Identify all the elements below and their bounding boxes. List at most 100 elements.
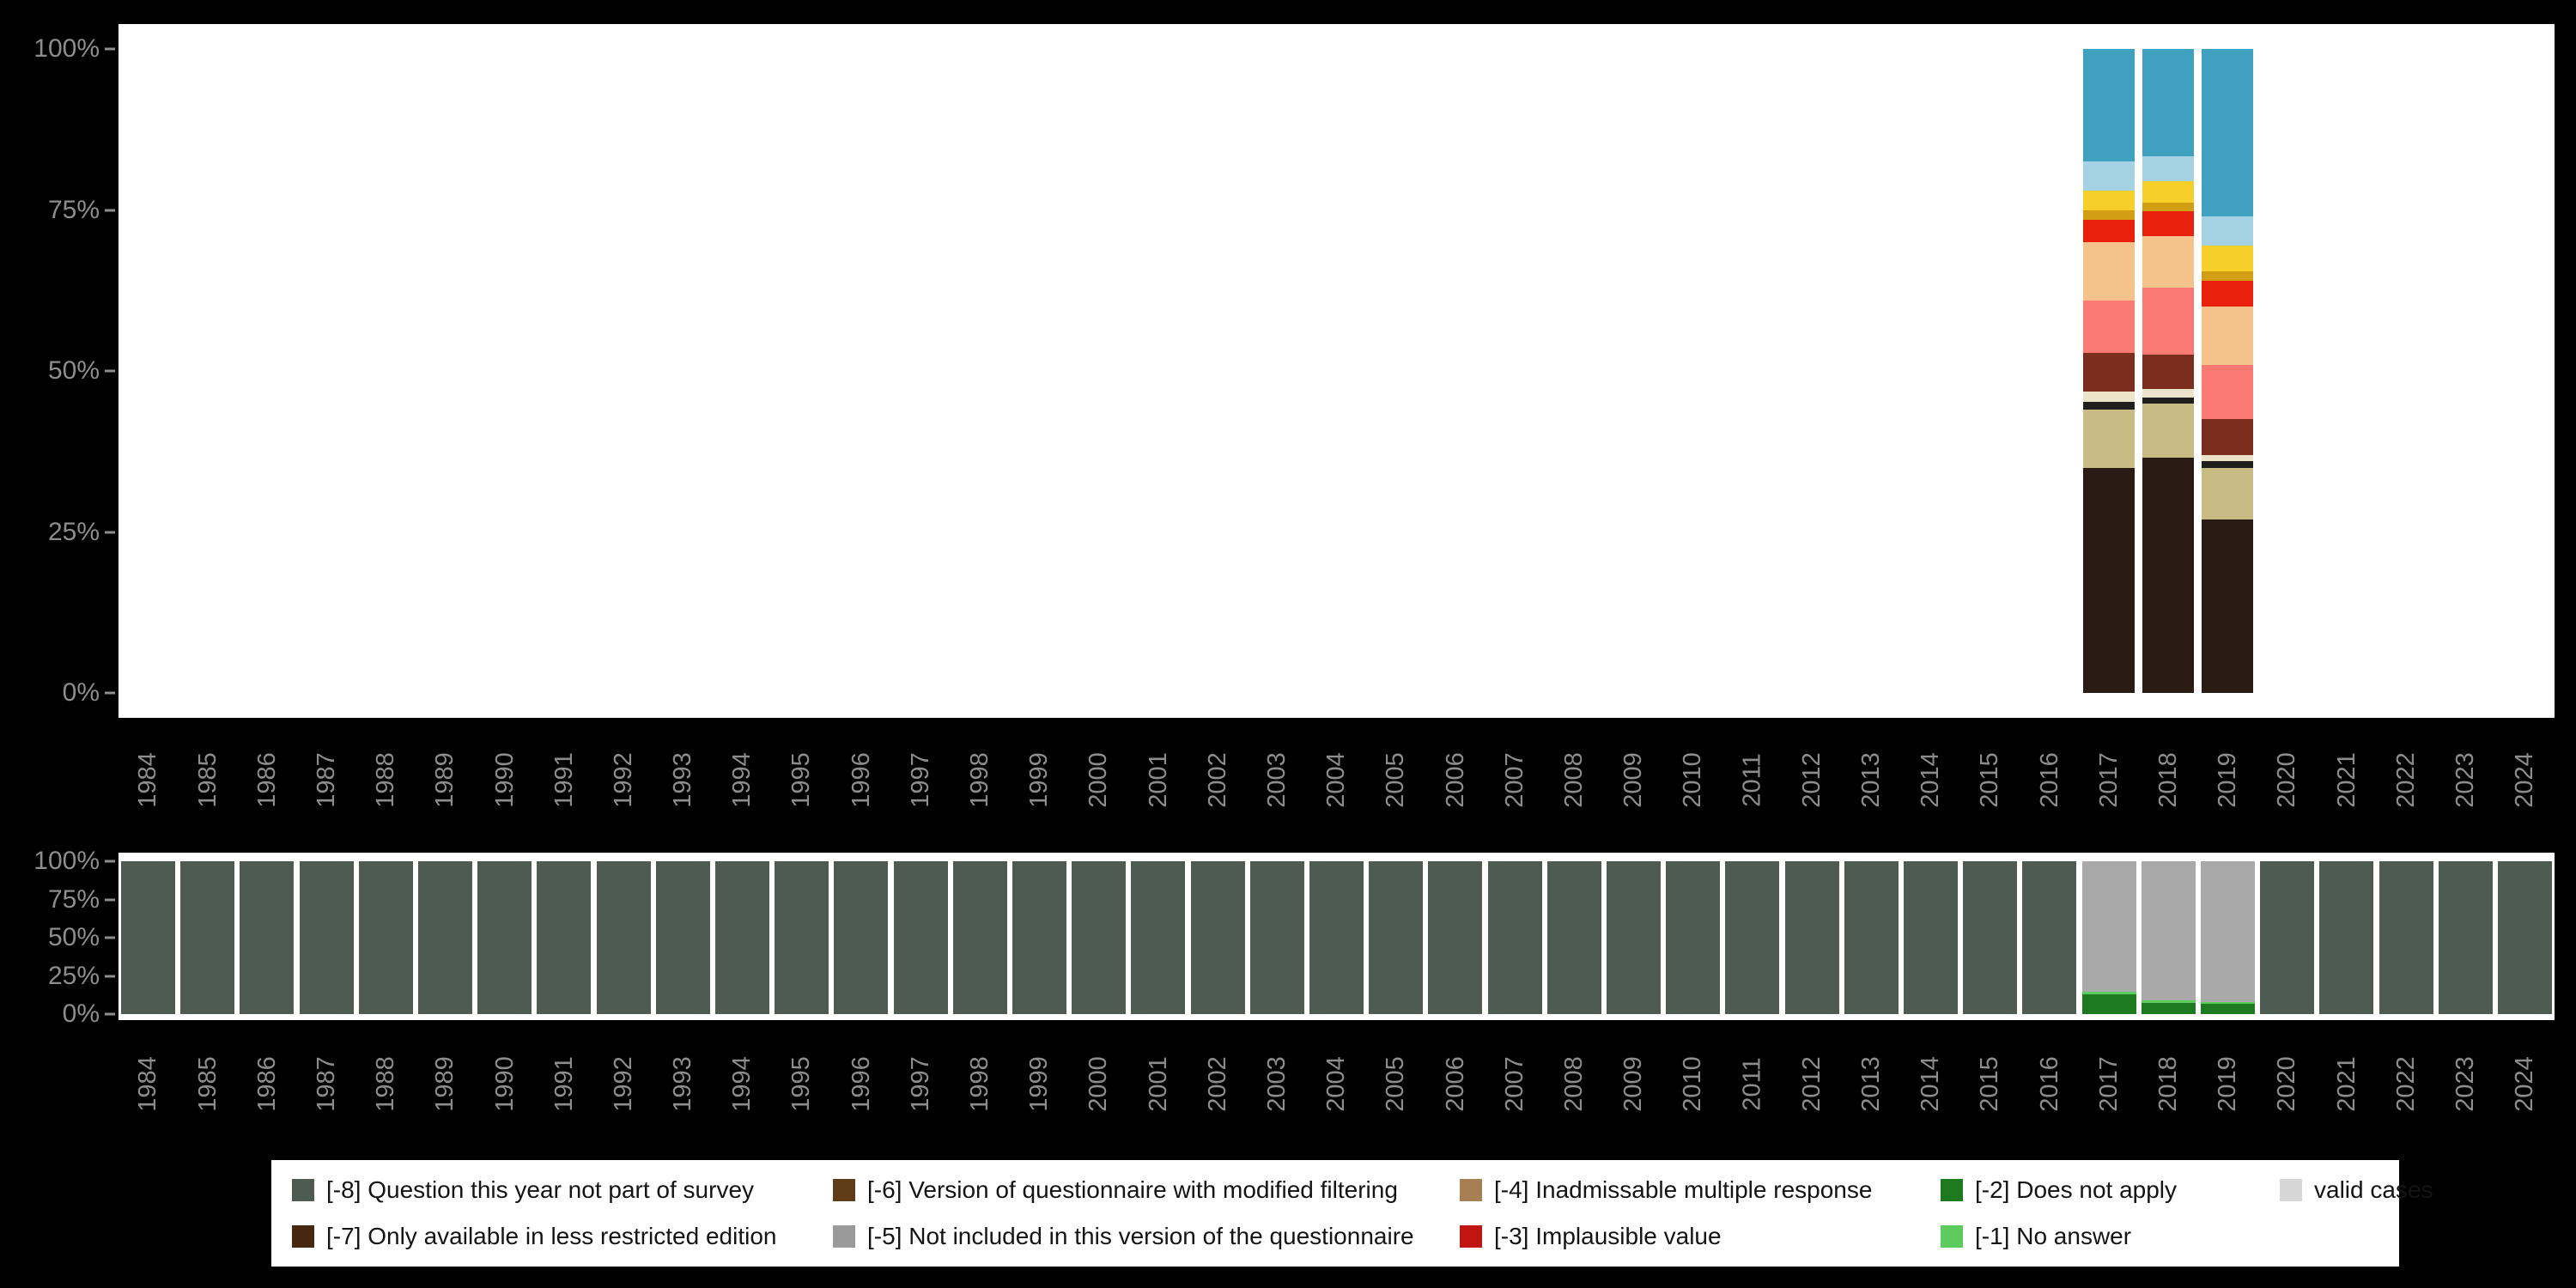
y-tick-label: 0% xyxy=(62,678,100,707)
legend-item--1: [-1] No answer xyxy=(1941,1223,2280,1250)
segment--8 xyxy=(1309,861,1364,1014)
year-bar-2004 xyxy=(1309,861,1364,1014)
x-tick-label-1991: 1991 xyxy=(534,1032,594,1135)
x-tick-label-2015: 2015 xyxy=(1960,1032,2020,1135)
year-text: 2000 xyxy=(1084,751,1113,808)
year-bar-2000 xyxy=(1072,861,1127,1014)
year-text: 2023 xyxy=(2451,1055,2479,1112)
year-text: 2002 xyxy=(1203,1055,1231,1112)
year-text: 2015 xyxy=(1976,1055,2004,1112)
x-tick-label-2007: 2007 xyxy=(1485,1032,1545,1135)
segment--8 xyxy=(1249,861,1304,1014)
year-bar-2020 xyxy=(2260,861,2315,1014)
segment--8 xyxy=(1963,861,2018,1014)
x-tick-label-1998: 1998 xyxy=(950,728,1010,831)
x-tick-label-2017: 2017 xyxy=(2079,728,2139,831)
year-text: 2017 xyxy=(2094,1055,2123,1112)
segment xyxy=(2083,219,2136,242)
segment xyxy=(2142,389,2195,398)
legend-label: [-5] Not included in this version of the… xyxy=(867,1223,1414,1249)
year-text: 1991 xyxy=(550,751,578,808)
segment--8 xyxy=(537,861,592,1014)
year-bar-2013 xyxy=(1844,861,1899,1014)
year-text: 2019 xyxy=(2213,1055,2241,1112)
x-tick-label-2000: 2000 xyxy=(1069,728,1129,831)
year-text: 1986 xyxy=(252,1055,281,1112)
x-tick-label-1993: 1993 xyxy=(653,1032,713,1135)
year-text: 1995 xyxy=(787,1055,816,1112)
segment--8 xyxy=(1784,861,1839,1014)
segment xyxy=(2202,245,2254,271)
year-bar-2009 xyxy=(1606,861,1661,1014)
x-tick-label-1995: 1995 xyxy=(772,1032,832,1135)
year-bar-1986 xyxy=(240,861,295,1014)
year-text: 2016 xyxy=(2035,1055,2063,1112)
segment--8 xyxy=(775,861,829,1014)
x-tick-label-1985: 1985 xyxy=(178,728,238,831)
segment xyxy=(2083,161,2136,191)
x-tick-label-1994: 1994 xyxy=(713,728,773,831)
segment--8 xyxy=(1844,861,1899,1014)
segment xyxy=(2083,210,2136,220)
y-tick-label: 100% xyxy=(33,847,100,875)
y-tick-mark xyxy=(105,47,115,51)
y-tick-label: 75% xyxy=(47,884,100,914)
legend-item--7: [-7] Only available in less restricted e… xyxy=(292,1223,833,1250)
year-bar-2022 xyxy=(2379,861,2433,1014)
year-text: 1988 xyxy=(371,1055,399,1112)
x-tick-label-2022: 2022 xyxy=(2376,1032,2436,1135)
year-text: 2014 xyxy=(1916,751,1944,808)
year-text: 1999 xyxy=(1025,751,1054,808)
year-text: 1996 xyxy=(847,1055,875,1112)
year-bar-2003 xyxy=(1249,861,1304,1014)
year-text: 1987 xyxy=(312,1055,340,1112)
x-tick-label-2005: 2005 xyxy=(1366,728,1426,831)
segment xyxy=(2202,307,2254,365)
year-text: 1987 xyxy=(312,751,340,808)
year-text: 1992 xyxy=(609,751,637,808)
x-tick-label-2011: 2011 xyxy=(1722,728,1783,831)
year-text: 2012 xyxy=(1797,751,1826,808)
segment xyxy=(2202,454,2254,461)
year-bar-2019 xyxy=(2200,861,2255,1014)
legend-swatch--7 xyxy=(292,1225,314,1248)
segment xyxy=(2202,519,2254,693)
segment--8 xyxy=(1012,861,1067,1014)
legend-swatch--6 xyxy=(833,1179,855,1201)
segment xyxy=(2142,235,2195,288)
segment--8 xyxy=(358,861,413,1014)
x-tick-label-1997: 1997 xyxy=(890,728,951,831)
x-tick-label-2006: 2006 xyxy=(1425,1032,1485,1135)
year-text: 1988 xyxy=(371,751,399,808)
segment--8 xyxy=(1606,861,1661,1014)
x-tick-label-2023: 2023 xyxy=(2435,728,2495,831)
segment xyxy=(2142,202,2195,211)
year-text: 1994 xyxy=(728,751,756,808)
x-tick-label-2019: 2019 xyxy=(2197,728,2257,831)
segment--8 xyxy=(477,861,532,1014)
year-text: 2011 xyxy=(1738,752,1766,807)
year-bar-1992 xyxy=(596,861,651,1014)
year-text: 2019 xyxy=(2213,751,2241,808)
segment--8 xyxy=(1487,861,1542,1014)
year-text: 2020 xyxy=(2273,751,2301,808)
legend: [-8] Question this year not part of surv… xyxy=(271,1160,2433,1267)
x-tick-label-2014: 2014 xyxy=(1900,1032,1960,1135)
year-text: 2000 xyxy=(1084,1055,1113,1112)
year-bar-2017 xyxy=(2083,49,2136,693)
segment xyxy=(2142,211,2195,236)
year-text: 1990 xyxy=(490,751,519,808)
year-bar-2018 xyxy=(2141,861,2196,1014)
year-bar-2016 xyxy=(2022,861,2077,1014)
x-tick-label-2002: 2002 xyxy=(1188,1032,1248,1135)
y-tick-label: 25% xyxy=(47,517,100,546)
year-bar-2007 xyxy=(1487,861,1542,1014)
y-tick-label: 25% xyxy=(47,961,100,990)
legend-item--5: [-5] Not included in this version of the… xyxy=(833,1223,1460,1250)
year-text: 2009 xyxy=(1619,1055,1647,1112)
year-text: 2010 xyxy=(1679,751,1707,808)
x-tick-label-2009: 2009 xyxy=(1603,728,1663,831)
x-tick-label-1984: 1984 xyxy=(118,1032,179,1135)
legend-swatch--8 xyxy=(292,1179,314,1201)
